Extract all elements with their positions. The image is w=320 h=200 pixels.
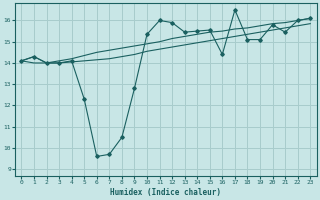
X-axis label: Humidex (Indice chaleur): Humidex (Indice chaleur) [110, 188, 221, 197]
